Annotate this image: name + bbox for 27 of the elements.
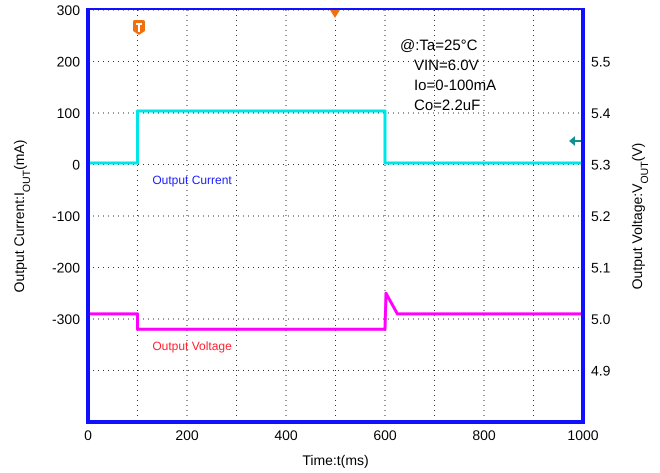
y-tick-label: -300 <box>52 310 80 327</box>
x-tick-label: 600 <box>373 426 397 443</box>
y2-tick-label: 5.3 <box>591 156 611 172</box>
y2-tick-label: 5.5 <box>591 53 611 70</box>
annotation: Io=0-100mA <box>413 76 496 96</box>
series-label: Output Voltage <box>152 339 232 354</box>
y-tick-label: 200 <box>56 53 80 70</box>
x-tick-label: 200 <box>175 426 199 443</box>
y-tick-label: -100 <box>52 208 80 224</box>
annotation: VIN=6.0V <box>413 56 480 76</box>
y2-tick-label: 5.4 <box>591 104 611 121</box>
annotation: Co=2.2uF <box>413 96 482 116</box>
x-tick-label: 400 <box>274 426 298 443</box>
y-tick-label: 100 <box>56 104 80 121</box>
y2-tick-label: 5.0 <box>591 310 611 327</box>
y2-tick-label: 5.2 <box>591 208 611 224</box>
annotation: @:Ta=25°C <box>400 36 479 56</box>
y-tick-label: -200 <box>52 259 80 276</box>
y-tick-label: 300 <box>56 2 80 18</box>
x-tick-label: 1000 <box>567 426 599 443</box>
x-axis-title: Time:t(ms) <box>302 452 369 468</box>
y2-tick-label: 5.1 <box>591 259 611 276</box>
x-tick-label: 0 <box>84 426 92 443</box>
y-tick-label: 0 <box>72 156 80 172</box>
y2-tick-label: 4.9 <box>591 362 611 378</box>
x-tick-label: 800 <box>472 426 496 443</box>
series-label: Output Current <box>152 172 232 187</box>
